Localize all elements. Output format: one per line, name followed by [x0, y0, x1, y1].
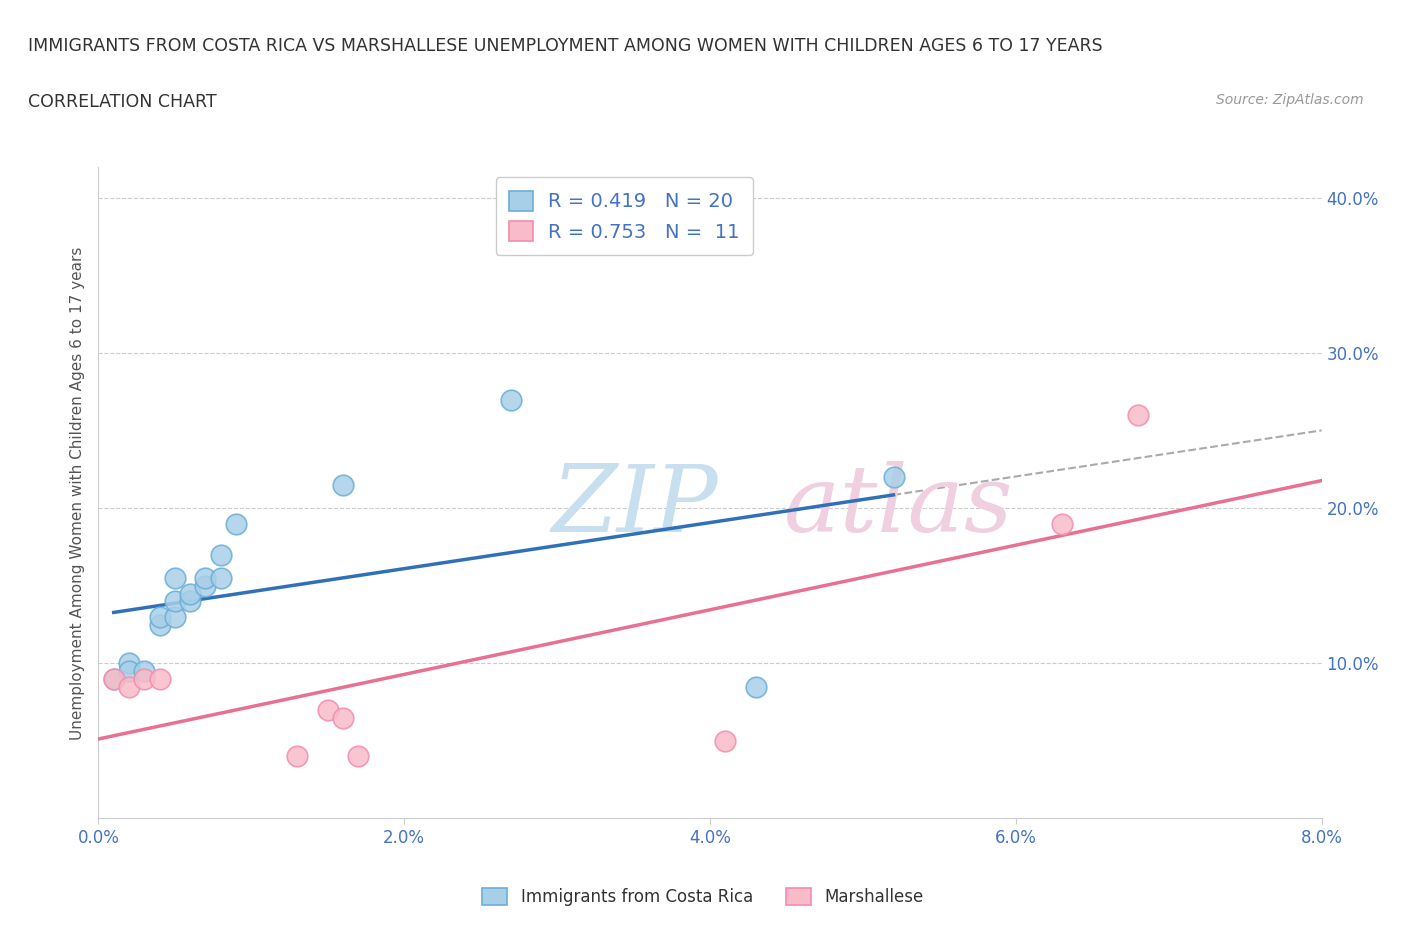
- Point: [134, 671, 156, 686]
- Point: [163, 571, 186, 586]
- Point: [209, 571, 232, 586]
- Point: [209, 548, 232, 563]
- Point: [501, 392, 523, 407]
- Point: [118, 656, 141, 671]
- Y-axis label: Unemployment Among Women with Children Ages 6 to 17 years: Unemployment Among Women with Children A…: [69, 246, 84, 739]
- Point: [285, 749, 308, 764]
- Point: [179, 586, 201, 601]
- Point: [316, 702, 339, 717]
- Text: CORRELATION CHART: CORRELATION CHART: [28, 93, 217, 111]
- Text: Source: ZipAtlas.com: Source: ZipAtlas.com: [1216, 93, 1364, 107]
- Point: [118, 664, 141, 679]
- Legend: Immigrants from Costa Rica, Marshallese: Immigrants from Costa Rica, Marshallese: [475, 881, 931, 912]
- Point: [225, 516, 247, 531]
- Point: [194, 571, 217, 586]
- Legend: R = 0.419   N = 20, R = 0.753   N =  11: R = 0.419 N = 20, R = 0.753 N = 11: [495, 177, 754, 255]
- Point: [347, 749, 370, 764]
- Point: [179, 594, 201, 609]
- Text: atlas: atlas: [783, 461, 1012, 551]
- Point: [883, 470, 905, 485]
- Point: [134, 664, 156, 679]
- Point: [118, 679, 141, 694]
- Point: [1050, 516, 1073, 531]
- Point: [103, 671, 125, 686]
- Point: [149, 618, 172, 632]
- Point: [149, 609, 172, 624]
- Text: ZIP: ZIP: [551, 461, 717, 551]
- Point: [163, 594, 186, 609]
- Point: [149, 671, 172, 686]
- Point: [745, 679, 768, 694]
- Point: [332, 478, 354, 493]
- Point: [1128, 408, 1150, 423]
- Text: IMMIGRANTS FROM COSTA RICA VS MARSHALLESE UNEMPLOYMENT AMONG WOMEN WITH CHILDREN: IMMIGRANTS FROM COSTA RICA VS MARSHALLES…: [28, 37, 1102, 55]
- Point: [163, 609, 186, 624]
- Point: [714, 734, 737, 749]
- Point: [332, 711, 354, 725]
- Point: [194, 578, 217, 593]
- Point: [103, 671, 125, 686]
